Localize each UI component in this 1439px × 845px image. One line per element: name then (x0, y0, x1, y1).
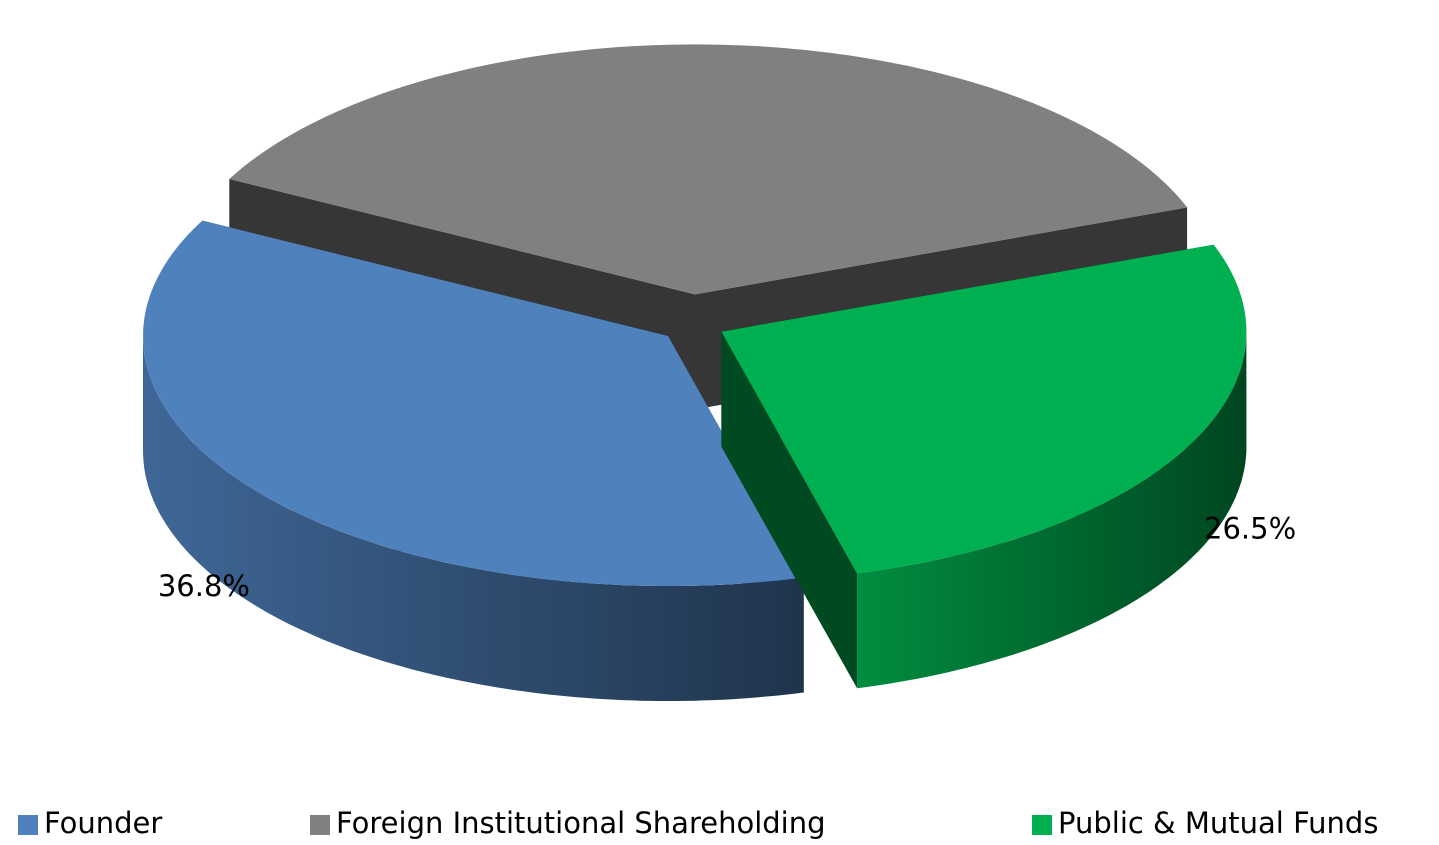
slice (721, 244, 1247, 574)
data-label: 26.5% (1204, 511, 1296, 545)
legend-swatch (18, 815, 38, 835)
legend-label: Founder (44, 806, 162, 840)
slice-cut-wall (721, 331, 858, 689)
slice-outer-wall (857, 331, 1247, 689)
slice (143, 220, 804, 586)
legend-swatch (1032, 815, 1052, 835)
slice (143, 220, 804, 701)
slice-outer-wall (143, 336, 804, 701)
legend-label: Public & Mutual Funds (1058, 806, 1378, 840)
slice (229, 44, 1188, 295)
data-label: 36.8% (158, 569, 250, 603)
legend-swatch (310, 815, 330, 835)
slice (721, 244, 1247, 689)
legend-label: Foreign Institutional Shareholding (336, 806, 826, 840)
